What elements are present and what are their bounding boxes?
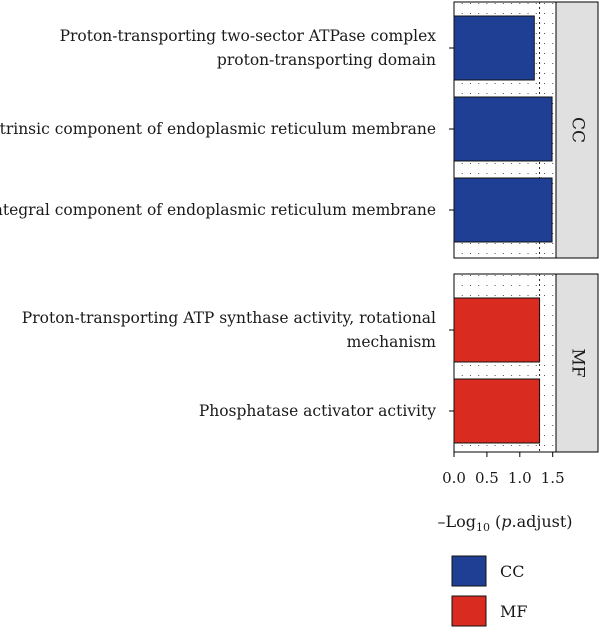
bar-cc <box>453 96 553 162</box>
facet-strip-cc <box>555 1 599 259</box>
x-tick-label: 1.0 <box>508 469 532 487</box>
x-tick-label: 0.0 <box>442 469 466 487</box>
x-axis-title: –Log10 (p.adjust) <box>437 512 572 534</box>
bar-label: Integral component of endoplasmic reticu… <box>0 201 436 219</box>
x-tick-label: 0.5 <box>475 469 499 487</box>
facet-strip-label: CC <box>568 117 588 143</box>
bar-label: Proton-transporting ATP synthase activit… <box>22 309 436 327</box>
legend-swatch-mf <box>451 595 487 627</box>
bar-label: proton-transporting domain <box>217 51 436 69</box>
bar-label: Intrinsic component of endoplasmic retic… <box>0 120 436 138</box>
bar-cc <box>453 15 535 81</box>
bar-label: mechanism <box>347 333 437 351</box>
legend-swatch-cc <box>451 555 487 587</box>
facet-strip-label: MF <box>568 348 588 377</box>
legend-label-mf: MF <box>500 602 527 621</box>
bar-label: Proton-transporting two-sector ATPase co… <box>60 27 437 45</box>
legend-label-cc: CC <box>500 562 524 581</box>
bar-cc <box>453 177 553 243</box>
bar-mf <box>453 297 541 363</box>
bar-mf <box>453 378 541 444</box>
facet-strip-mf <box>555 273 599 453</box>
x-tick-label: 1.5 <box>541 469 565 487</box>
bar-label: Phosphatase activator activity <box>199 402 436 420</box>
